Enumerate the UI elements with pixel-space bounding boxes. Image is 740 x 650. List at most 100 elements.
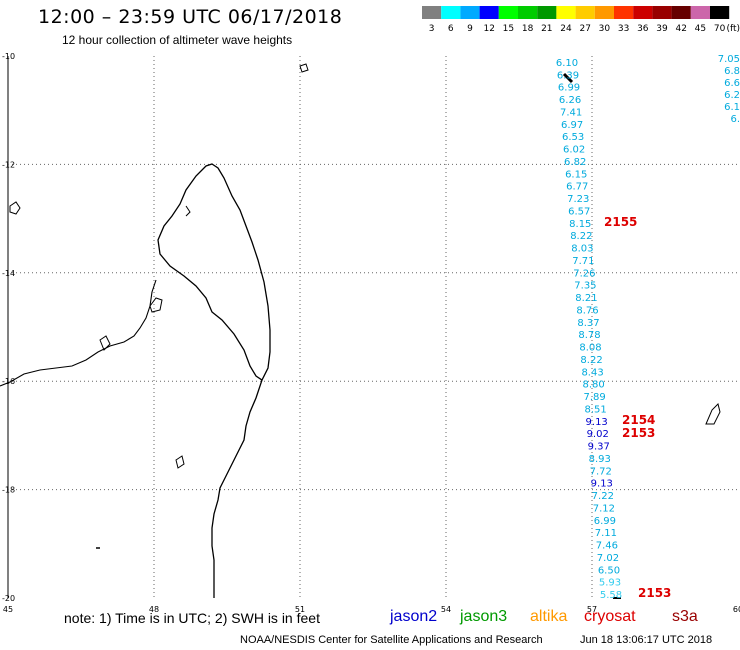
legend-label: 21 — [541, 24, 552, 34]
lat-tick-label: -18 — [2, 486, 15, 495]
lon-tick-label: 54 — [441, 605, 451, 614]
legend-label: 45 — [695, 24, 706, 34]
satellite-altika: altika — [530, 608, 568, 625]
legend-label: 6 — [448, 24, 454, 34]
wave-height-value: 7.22 — [592, 491, 614, 502]
legend-label: 12 — [483, 24, 494, 34]
legend-label: 33 — [618, 24, 629, 34]
legend-swatch — [575, 6, 595, 19]
pass-time: 2153 — [638, 586, 671, 600]
color-legend: 3 6 9 12 15 18 21 24 27 30 33 36 39 42 45 70 (ft) — [422, 6, 740, 34]
lat-tick-label: -10 — [2, 52, 15, 61]
map-subtitle: 12 hour collection of altimeter wave hei… — [62, 33, 293, 47]
legend-swatch — [652, 6, 672, 19]
wave-height-value: 8.15 — [569, 219, 591, 230]
wave-height-value: 6.57 — [568, 206, 590, 217]
legend-swatch — [633, 6, 653, 19]
lon-tick-label: 45 — [3, 605, 13, 614]
coastline — [0, 63, 721, 599]
wave-height-value: 8.78 — [578, 330, 600, 341]
legend-swatch — [460, 6, 480, 19]
wave-height-value: 7.11 — [595, 528, 617, 539]
wave-height-value: 7.12 — [593, 503, 615, 514]
legend-label: 39 — [656, 24, 668, 34]
wave-height-value: 6.53 — [562, 132, 584, 143]
wave-height-value: 6.15 — [565, 169, 587, 180]
wave-height-value: 6.97 — [561, 120, 583, 131]
lon-tick-label: 60 — [733, 605, 740, 614]
legend-label: 27 — [579, 24, 590, 34]
pass-time: 2153 — [622, 426, 655, 440]
wave-height-value: 6. — [730, 114, 740, 125]
map-title: 12:00 – 23:59 UTC 06/17/2018 — [38, 6, 343, 28]
wave-height-value: 8.22 — [580, 355, 602, 366]
legend-swatch — [614, 6, 634, 19]
wave-height-value: 6.8 — [724, 66, 740, 77]
satellite-s3a: s3a — [672, 608, 698, 625]
wave-height-value: 5.93 — [599, 578, 621, 589]
legend-label: 70 — [714, 24, 726, 34]
wave-height-value: 8.21 — [575, 293, 597, 304]
satellite-cryosat: cryosat — [584, 608, 636, 625]
lon-tick-label: 57 — [587, 605, 597, 614]
lon-tick-label: 51 — [295, 605, 305, 614]
pass-time: 2154 — [622, 413, 655, 427]
legend-label: 36 — [637, 24, 649, 34]
wave-height-value: 8.22 — [570, 231, 592, 242]
wave-height-value: 7.46 — [596, 541, 618, 552]
legend-swatch — [441, 6, 461, 19]
wave-height-value: 9.37 — [588, 442, 610, 453]
satellite-jason2: jason2 — [390, 608, 438, 625]
legend-swatch — [710, 6, 730, 19]
legend-label: 42 — [675, 24, 686, 34]
altimeter-tracks: 6.106.396.996.267.416.976.536.026.826.15… — [556, 54, 740, 601]
lat-lon-grid: 45 48 51 54 57 60 -10 -12 -14 -16 -18 -20 — [2, 52, 740, 614]
lon-tick-label: 48 — [149, 605, 159, 614]
legend-swatch — [594, 6, 614, 19]
legend-swatch — [498, 6, 518, 19]
legend-unit: (ft) — [726, 24, 740, 34]
wave-height-value: 6.6 — [724, 78, 740, 89]
legend-swatch — [422, 6, 442, 19]
legend-label: 24 — [560, 24, 572, 34]
wave-height-value: 7.89 — [583, 392, 605, 403]
wave-height-value: 7.05 — [718, 54, 740, 65]
wave-height-value: 7.41 — [560, 107, 582, 118]
wave-height-value: 6.2 — [724, 90, 740, 101]
legend-swatch — [556, 6, 576, 19]
wave-height-value: 9.02 — [587, 429, 609, 440]
wave-height-value: 8.76 — [576, 305, 598, 316]
legend-swatch — [518, 6, 538, 19]
legend-swatch — [479, 6, 499, 19]
legend-label: 18 — [522, 24, 534, 34]
legend-label: 30 — [599, 24, 611, 34]
wave-height-value: 5.58 — [600, 590, 622, 601]
lat-tick-label: -14 — [2, 269, 15, 278]
wave-height-value: 8.51 — [585, 404, 607, 415]
wave-height-value: 8.93 — [589, 454, 611, 465]
wave-height-value: 7.72 — [590, 466, 612, 477]
wave-height-value: 8.43 — [581, 367, 603, 378]
legend-label: 9 — [467, 24, 473, 34]
wave-height-value: 6.02 — [563, 145, 585, 156]
lat-tick-label: -12 — [2, 160, 15, 169]
legend-swatch — [690, 6, 710, 19]
wave-height-value: 6.99 — [594, 516, 616, 527]
wave-height-value: 9.13 — [591, 479, 613, 490]
legend-swatch — [537, 6, 557, 19]
pass-time: 2155 — [604, 215, 637, 229]
lat-tick-label: -16 — [2, 377, 15, 386]
wave-height-value: 6.99 — [558, 83, 580, 94]
units-note: note: 1) Time is in UTC; 2) SWH is in fe… — [64, 610, 320, 626]
wave-height-value: 7.23 — [567, 194, 589, 205]
legend-label: 15 — [503, 24, 514, 34]
wave-height-value: 6.26 — [559, 95, 581, 106]
wave-height-value: 8.37 — [577, 318, 599, 329]
wave-height-value: 7.35 — [574, 281, 596, 292]
wave-height-value: 6.82 — [564, 157, 586, 168]
legend-label: 3 — [429, 24, 435, 34]
wave-height-value: 7.02 — [597, 553, 619, 564]
wave-height-value: 6.77 — [566, 182, 588, 193]
